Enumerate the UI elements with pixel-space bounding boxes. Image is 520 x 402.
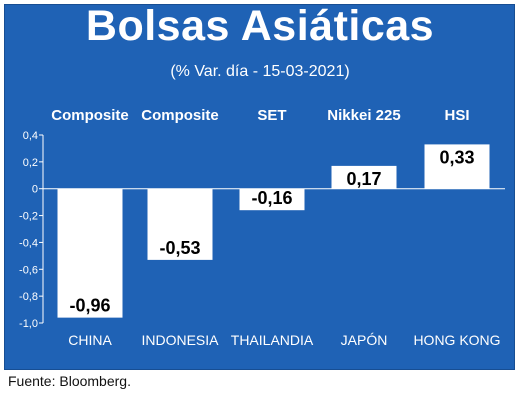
y-tick-label: 0 [32, 184, 38, 196]
bar [239, 188, 305, 211]
index-name-label: Nikkei 225 [327, 107, 400, 124]
country-label: JAPÓN [341, 332, 388, 348]
source-note: Fuente: Bloomberg. [8, 373, 131, 389]
index-name-label: Composite [141, 107, 219, 124]
y-tick-label: -0,4 [19, 237, 38, 249]
bar-value-label: 0,17 [346, 169, 381, 189]
bar [331, 165, 397, 189]
bar [147, 188, 213, 260]
bar-value-label: 0,33 [439, 147, 474, 167]
bar-value-label: -0,53 [159, 238, 200, 258]
bar [57, 188, 123, 318]
y-tick-label: -0,6 [19, 264, 38, 276]
chart-title: Bolsas Asiáticas [85, 2, 435, 50]
y-tick-label: -0,2 [19, 211, 38, 223]
bar-value-label: -0,96 [69, 296, 110, 316]
y-tick-label: -0,8 [19, 291, 38, 303]
bar-value-label: -0,16 [251, 188, 292, 208]
chart-subtitle: (% Var. día - 15-03-2021) [170, 63, 350, 80]
bar [424, 144, 490, 189]
country-label: INDONESIA [141, 332, 219, 348]
index-name-label: Composite [51, 107, 129, 124]
y-tick-label: -1,0 [19, 318, 38, 330]
index-name-label: HSI [444, 107, 469, 124]
y-tick-label: 0,4 [23, 130, 38, 142]
country-label: CHINA [68, 332, 112, 348]
country-label: THAILANDIA [231, 332, 314, 348]
country-label: HONG KONG [413, 332, 500, 348]
index-name-label: SET [257, 107, 286, 124]
y-tick-label: 0,2 [23, 157, 38, 169]
